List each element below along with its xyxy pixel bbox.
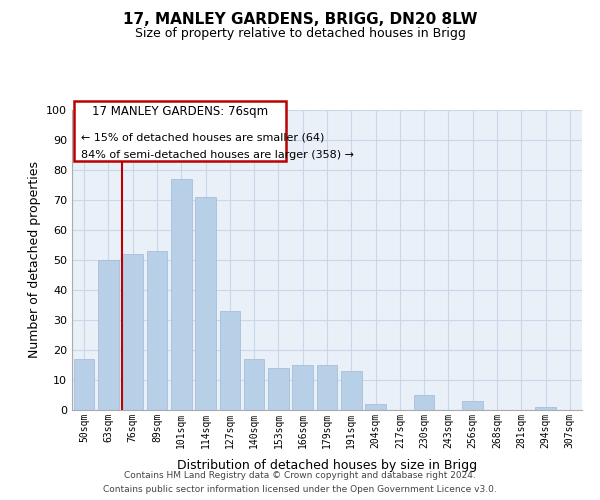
Text: Size of property relative to detached houses in Brigg: Size of property relative to detached ho… [134, 28, 466, 40]
Text: ← 15% of detached houses are smaller (64): ← 15% of detached houses are smaller (64… [81, 132, 325, 142]
Bar [317, 365, 337, 410]
Bar [463, 401, 483, 410]
Bar [535, 407, 556, 410]
Text: Contains public sector information licensed under the Open Government Licence v3: Contains public sector information licen… [103, 485, 497, 494]
X-axis label: Distribution of detached houses by size in Brigg: Distribution of detached houses by size … [177, 459, 477, 472]
Text: Contains HM Land Registry data © Crown copyright and database right 2024.: Contains HM Land Registry data © Crown c… [124, 471, 476, 480]
Bar [195, 197, 216, 410]
Y-axis label: Number of detached properties: Number of detached properties [28, 162, 41, 358]
Bar [244, 359, 265, 410]
Text: 17, MANLEY GARDENS, BRIGG, DN20 8LW: 17, MANLEY GARDENS, BRIGG, DN20 8LW [123, 12, 477, 28]
Text: 84% of semi-detached houses are larger (358) →: 84% of semi-detached houses are larger (… [81, 150, 354, 160]
FancyBboxPatch shape [74, 101, 286, 161]
Bar [74, 359, 94, 410]
Text: 17 MANLEY GARDENS: 76sqm: 17 MANLEY GARDENS: 76sqm [92, 106, 268, 118]
Bar [122, 254, 143, 410]
Bar [365, 404, 386, 410]
Bar [98, 260, 119, 410]
Bar [268, 368, 289, 410]
Bar [220, 311, 240, 410]
Bar [171, 179, 191, 410]
Bar [414, 395, 434, 410]
Bar [292, 365, 313, 410]
Bar [341, 371, 362, 410]
Bar [146, 251, 167, 410]
